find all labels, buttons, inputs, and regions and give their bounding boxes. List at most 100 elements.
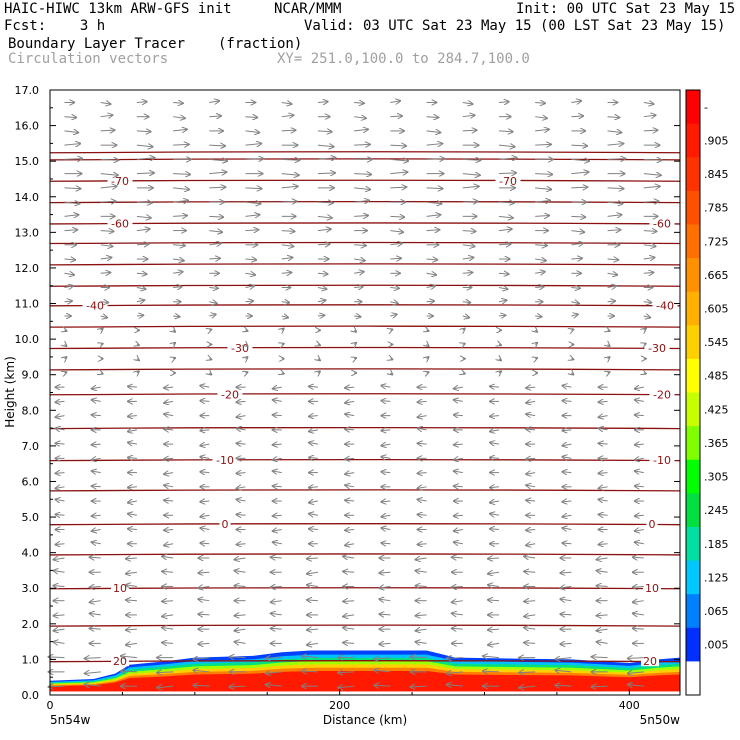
circulation-vector xyxy=(354,343,356,345)
circulation-vector xyxy=(633,586,644,587)
circulation-vector xyxy=(235,571,246,573)
circulation-vector xyxy=(209,187,225,188)
circulation-vector xyxy=(535,259,546,261)
circulation-vector xyxy=(209,116,221,117)
circulation-vector xyxy=(463,329,465,331)
circulation-vector xyxy=(571,243,583,245)
circulation-vector xyxy=(607,230,621,231)
circulation-vector xyxy=(90,601,101,603)
circulation-vector xyxy=(92,387,101,389)
y-tick-label: 6.0 xyxy=(22,475,40,488)
circulation-vector xyxy=(266,685,282,687)
contour-label-bg xyxy=(641,655,659,667)
circulation-vector xyxy=(164,530,174,531)
circulation-vector xyxy=(200,386,210,388)
circulation-vector xyxy=(535,316,541,317)
circulation-vector xyxy=(374,658,391,660)
circulation-vector xyxy=(100,257,112,259)
circulation-vector xyxy=(416,571,427,573)
circulation-vector xyxy=(90,586,101,587)
circulation-vector xyxy=(447,672,463,674)
circulation-vector xyxy=(345,414,355,416)
circulation-vector xyxy=(173,102,183,103)
circulation-vector xyxy=(345,485,355,487)
contour-label-bg xyxy=(644,342,670,354)
y-tick-label: 12.0 xyxy=(15,262,40,275)
circulation-vector xyxy=(535,245,547,246)
circulation-vector xyxy=(209,359,211,360)
circulation-vector xyxy=(273,542,282,544)
circulation-vector xyxy=(379,643,391,644)
colorbar-swatch xyxy=(686,325,700,360)
y-tick-label: 13.0 xyxy=(15,226,40,239)
circulation-vector xyxy=(381,543,391,544)
circulation-vector xyxy=(246,372,248,373)
circulation-vector xyxy=(126,572,137,574)
temperature-contour xyxy=(49,179,681,182)
circulation-vector xyxy=(237,514,246,515)
circulation-vector xyxy=(524,601,536,602)
circulation-vector xyxy=(345,500,355,501)
temperature-contour xyxy=(49,151,681,154)
circulation-vector xyxy=(535,174,552,175)
circulation-vector xyxy=(245,230,259,231)
circulation-vector xyxy=(490,501,500,503)
circulation-vector xyxy=(462,115,475,117)
circulation-vector xyxy=(198,614,210,615)
circulation-vector xyxy=(490,487,500,488)
circulation-vector xyxy=(535,216,549,217)
circulation-vector xyxy=(643,102,654,104)
contour-label-bg xyxy=(649,454,675,466)
circulation-vector xyxy=(173,343,175,345)
circulation-vector xyxy=(246,330,248,331)
circulation-vector xyxy=(462,130,477,131)
contour-label: -70 xyxy=(111,175,129,188)
circulation-vector xyxy=(317,300,325,302)
circulation-vector xyxy=(354,201,369,203)
circulation-vector xyxy=(273,444,282,445)
circulation-vector xyxy=(209,216,223,217)
circulation-vector xyxy=(162,601,174,602)
circulation-vector xyxy=(92,515,101,516)
circulation-vector xyxy=(209,243,221,245)
circulation-vector xyxy=(535,117,547,119)
circulation-vector xyxy=(571,187,587,188)
circulation-vector xyxy=(597,558,608,560)
circulation-vector xyxy=(426,259,438,260)
circulation-vector xyxy=(162,615,174,617)
circulation-vector xyxy=(462,245,475,247)
circulation-vector xyxy=(164,387,174,388)
circulation-vector xyxy=(317,145,334,147)
circulation-vector xyxy=(209,258,220,259)
circulation-vector xyxy=(462,257,474,259)
circulation-vector xyxy=(64,357,66,359)
circulation-vector xyxy=(462,201,478,202)
circulation-vector xyxy=(526,500,536,501)
circulation-vector xyxy=(273,458,282,460)
circulation-vector xyxy=(209,373,211,375)
circulation-vector xyxy=(90,613,101,615)
x-tick-label: 0 xyxy=(47,699,54,712)
circulation-vector xyxy=(235,558,246,560)
circulation-vector xyxy=(198,643,210,644)
circulation-vector xyxy=(281,316,288,318)
circulation-vector xyxy=(597,642,608,644)
circulation-vector xyxy=(136,158,155,160)
circulation-vector xyxy=(560,614,572,615)
colorbar-label: .425 xyxy=(704,403,729,416)
forecast-hour: Fcst: 3 h xyxy=(4,18,106,34)
contour-label-bg xyxy=(643,582,661,594)
circulation-vector xyxy=(354,102,364,103)
contour-label: -30 xyxy=(648,342,666,355)
circulation-vector xyxy=(381,457,391,459)
circulation-vector xyxy=(246,344,248,346)
terrain-strip xyxy=(50,691,680,695)
circulation-vector xyxy=(488,600,500,601)
circulation-vector xyxy=(338,686,355,688)
circulation-vector xyxy=(381,386,391,388)
circulation-vector xyxy=(599,473,608,474)
circulation-vector xyxy=(571,373,573,375)
circulation-vector xyxy=(381,472,391,473)
circulation-vector xyxy=(498,102,509,103)
circulation-vector xyxy=(136,300,144,302)
